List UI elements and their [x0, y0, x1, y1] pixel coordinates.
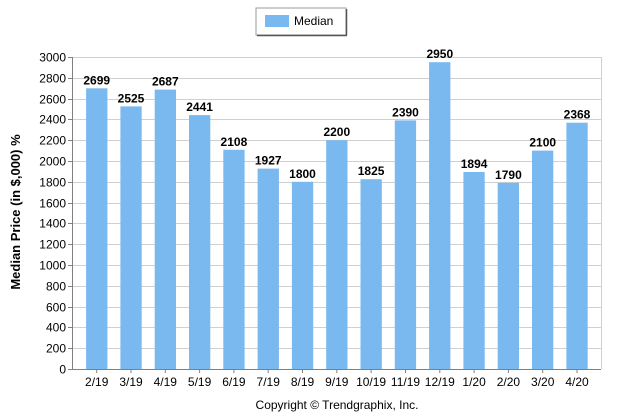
x-tick-label: 2/19	[85, 375, 109, 389]
y-axis-title: Median Price (in $,000) %	[8, 134, 23, 290]
y-tick-label: 400	[46, 321, 66, 335]
bar-value-label: 2950	[426, 47, 453, 61]
bar-value-label: 1825	[358, 164, 385, 178]
bar-labels: 2699 2525 2687 2441 2108 1927 1800 2200 1825 2390…	[83, 47, 590, 182]
y-tick-label: 600	[46, 301, 66, 315]
y-tick-label: 1600	[39, 197, 66, 211]
bar	[429, 62, 451, 369]
x-tick-label: 9/19	[325, 375, 349, 389]
bar	[566, 122, 588, 369]
bar-value-label: 2699	[83, 73, 110, 87]
bar-value-label: 1790	[495, 168, 522, 182]
x-tick-label: 1/20	[462, 375, 486, 389]
x-tick-label: 11/19	[391, 375, 420, 389]
bar	[532, 150, 554, 369]
x-tick-label: 10/19	[356, 375, 386, 389]
x-tick-label: 3/20	[531, 375, 555, 389]
x-tick-label: 12/19	[425, 375, 455, 389]
bar-value-label: 2687	[152, 75, 179, 89]
x-tick-label: 4/20	[565, 375, 589, 389]
bar-value-label: 2390	[392, 105, 419, 119]
y-tick-label: 2000	[39, 155, 66, 169]
y-tick-label: 3000	[39, 51, 66, 65]
y-tick-label: 1200	[39, 238, 66, 252]
x-tick-label: 7/19	[257, 375, 281, 389]
bar-value-label: 1800	[289, 167, 316, 181]
bar-value-label: 1894	[461, 157, 488, 171]
x-tick-label: 6/19	[222, 375, 246, 389]
x-tick-label: 8/19	[291, 375, 315, 389]
bars	[86, 62, 588, 370]
bar-value-label: 2100	[529, 136, 556, 150]
bar	[291, 181, 314, 369]
y-tick-label: 2200	[39, 134, 66, 148]
bar	[394, 120, 417, 370]
y-axis: 0 200 400 600 800 1000 1200 1400 1600 1800 2000 220…	[39, 51, 73, 377]
bar	[86, 88, 108, 370]
bar-value-label: 2441	[186, 100, 213, 114]
y-tick-label: 2400	[39, 113, 66, 127]
x-tick-label: 3/19	[119, 375, 143, 389]
x-tick-label: 2/20	[497, 375, 521, 389]
x-tick-label: 4/19	[154, 375, 178, 389]
bar	[326, 140, 348, 369]
bar-value-label: 2368	[564, 108, 591, 122]
y-tick-label: 1400	[39, 217, 66, 231]
y-tick-label: 1800	[39, 176, 66, 190]
bar	[120, 106, 142, 370]
legend: Median	[255, 7, 348, 37]
bar	[360, 179, 382, 369]
y-tick-label: 2600	[39, 93, 66, 107]
bar	[257, 168, 279, 369]
bar	[497, 182, 519, 369]
x-tick-label: 5/19	[188, 375, 212, 389]
bar-value-label: 1927	[255, 154, 282, 168]
bar	[189, 115, 211, 369]
legend-swatch	[265, 15, 289, 27]
y-tick-label: 2800	[39, 72, 66, 86]
y-tick-label: 1000	[39, 259, 66, 273]
y-tick-label: 800	[46, 280, 66, 294]
y-tick-label: 200	[46, 342, 66, 356]
x-axis: 2/19 3/19 4/19 5/19 6/19 7/19 8/19 9/19 10/19 11/…	[72, 369, 601, 389]
legend-label: Median	[294, 14, 333, 28]
y-tick-label: 0	[59, 363, 66, 377]
bar-value-label: 2525	[118, 91, 145, 105]
bar-value-label: 2108	[221, 135, 248, 149]
bar	[463, 172, 485, 369]
bar	[154, 89, 176, 369]
bar-value-label: 2200	[323, 125, 350, 139]
copyright-text: Copyright © Trendgraphix, Inc.	[256, 398, 419, 412]
bar	[223, 149, 245, 369]
